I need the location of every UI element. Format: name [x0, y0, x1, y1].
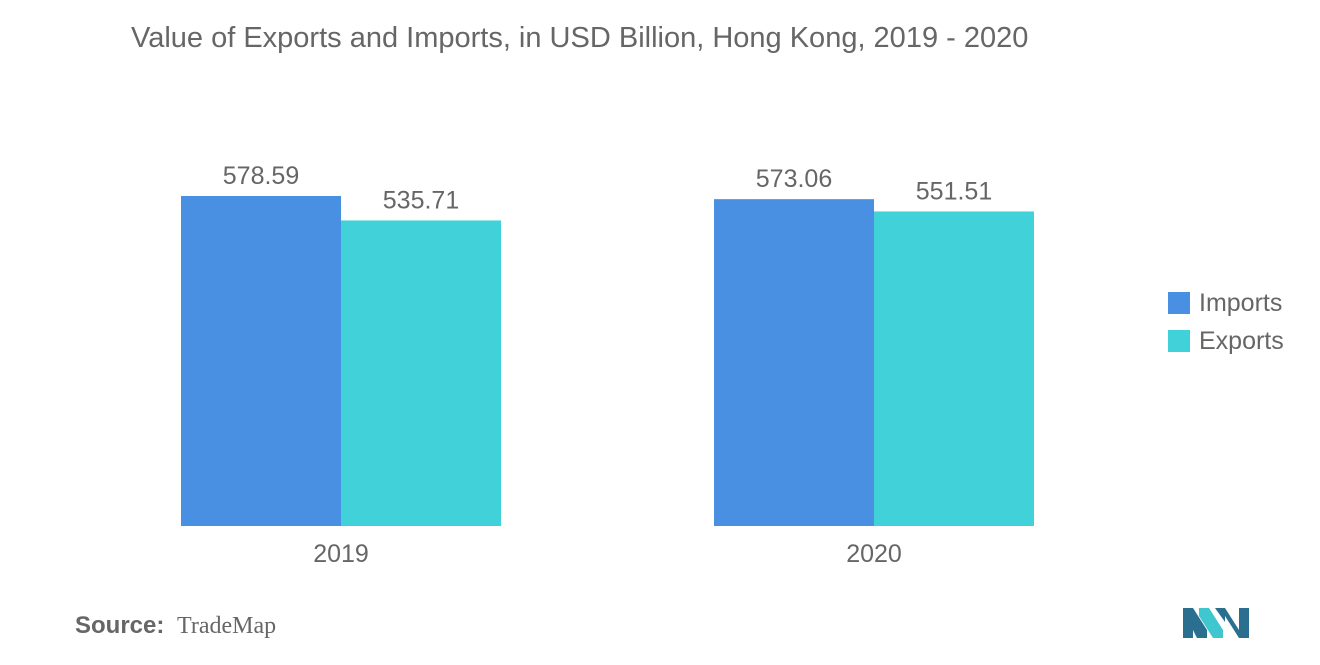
chart-legend: Imports Exports [1168, 284, 1284, 360]
legend-label-exports: Exports [1199, 326, 1284, 355]
data-label-imports-2019: 578.59 [223, 162, 299, 190]
company-logo-icon [1183, 608, 1249, 638]
x-tick-label-2019: 2019 [313, 540, 369, 568]
source-label: Source: [75, 612, 165, 639]
legend-label-imports: Imports [1199, 288, 1283, 317]
legend-swatch-exports [1168, 330, 1190, 352]
legend-item-exports: Exports [1168, 322, 1284, 360]
bar-exports-2019 [341, 220, 501, 526]
legend-item-imports: Imports [1168, 284, 1284, 322]
bar-imports-2020 [714, 199, 874, 526]
data-label-exports-2020: 551.51 [916, 177, 992, 205]
legend-swatch-imports [1168, 292, 1190, 314]
source-value: TradeMap [177, 613, 277, 639]
bar-chart: 578.59 535.71 2019 573.06 551.51 2020 [181, 162, 1034, 568]
data-label-imports-2020: 573.06 [756, 165, 832, 193]
chart-title: Value of Exports and Imports, in USD Bil… [131, 22, 1029, 54]
bar-exports-2020 [874, 211, 1034, 526]
source-note: Source: TradeMap [75, 612, 276, 640]
data-label-exports-2019: 535.71 [383, 186, 459, 214]
x-tick-label-2020: 2020 [846, 540, 902, 568]
bar-imports-2019 [181, 196, 341, 526]
